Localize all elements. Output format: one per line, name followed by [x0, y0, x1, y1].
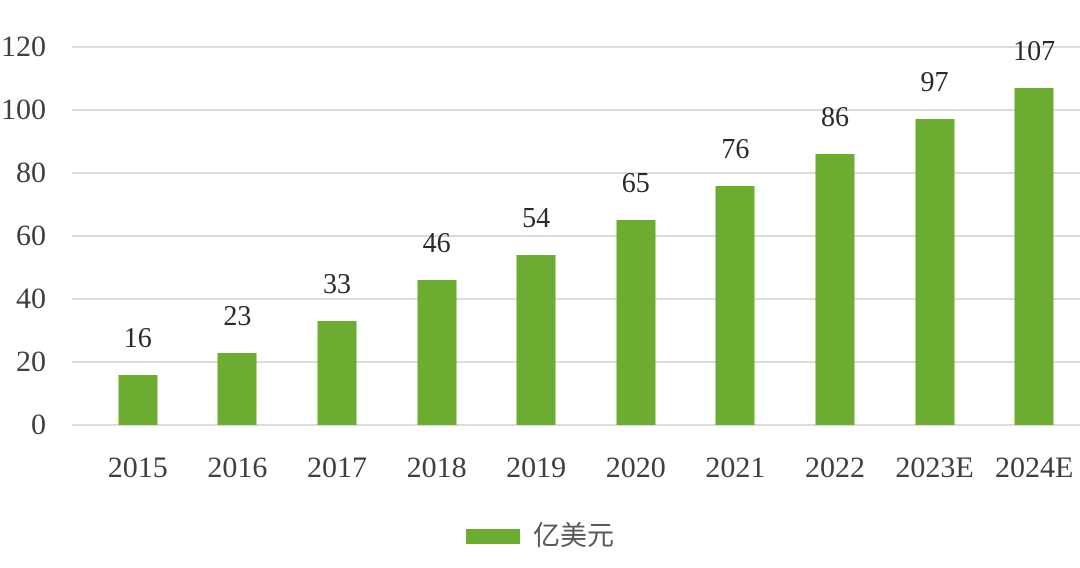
y-tick-label: 120: [1, 30, 46, 63]
bar: [715, 185, 755, 425]
x-tick-label: 2015: [107, 451, 168, 484]
plot-area: [72, 46, 1080, 426]
gridline: [72, 109, 1080, 111]
x-tick-label: 2016: [207, 451, 268, 484]
x-tick-label: 2020: [605, 451, 666, 484]
y-tick-label: 0: [31, 408, 46, 441]
legend-label: 亿美元: [533, 520, 614, 551]
bar: [616, 220, 656, 425]
bar: [317, 321, 357, 425]
bar-slot: 23 2016: [188, 47, 288, 482]
bar-slot: 107 2024E: [984, 37, 1080, 482]
y-tick-label: 20: [16, 345, 46, 378]
value-label: 65: [621, 168, 650, 200]
y-tick-label: 60: [16, 219, 46, 252]
bar: [217, 352, 257, 425]
legend-swatch-icon: [466, 528, 520, 544]
bar: [417, 280, 457, 425]
gridline: [72, 235, 1080, 237]
value-label: 76: [721, 133, 750, 165]
gridline: [72, 361, 1080, 363]
gridline: [72, 46, 1080, 48]
bar: [516, 254, 556, 425]
x-tick-label: 2022: [804, 451, 865, 484]
bar-slot: 33 2017: [287, 47, 387, 483]
value-label: 33: [322, 269, 351, 301]
bars-layer: 16 2015 23 2016 33 2017 46 2018 54 2019 65 2020 76 20…: [88, 37, 1080, 483]
value-label: 107: [1013, 35, 1056, 67]
gridline: [72, 298, 1080, 300]
y-tick-label: 80: [16, 156, 46, 189]
bar-slot: 54 2019: [486, 47, 586, 482]
bar-slot: 97 2023E: [885, 47, 985, 483]
bar-slot: 86 2022: [785, 47, 885, 483]
gridline: [72, 424, 1080, 426]
bar: [915, 119, 955, 425]
bar-slot: 46 2018: [387, 47, 487, 483]
bar-slot: 76 2021: [686, 47, 786, 482]
value-label: 86: [820, 102, 849, 134]
y-tick-label: 100: [1, 93, 46, 126]
value-label: 54: [522, 202, 551, 234]
value-label: 23: [223, 300, 252, 332]
y-tick-label: 40: [16, 282, 46, 315]
bar: [118, 374, 158, 425]
bar: [815, 154, 855, 425]
x-tick-label: 2024E: [994, 451, 1074, 484]
bar-slot: 65 2020: [586, 47, 686, 483]
x-tick-label: 2023E: [895, 451, 974, 484]
x-tick-label: 2018: [406, 451, 467, 484]
bar: [1014, 87, 1054, 425]
bar-slot: 16 2015: [88, 47, 188, 482]
x-tick-label: 2021: [705, 451, 766, 484]
x-tick-label: 2019: [506, 451, 567, 484]
value-label: 16: [123, 322, 152, 354]
value-label: 46: [422, 228, 451, 260]
value-label: 97: [920, 67, 949, 99]
legend: 亿美元: [0, 521, 1080, 551]
gridline: [72, 172, 1080, 174]
x-tick-label: 2017: [306, 451, 367, 484]
